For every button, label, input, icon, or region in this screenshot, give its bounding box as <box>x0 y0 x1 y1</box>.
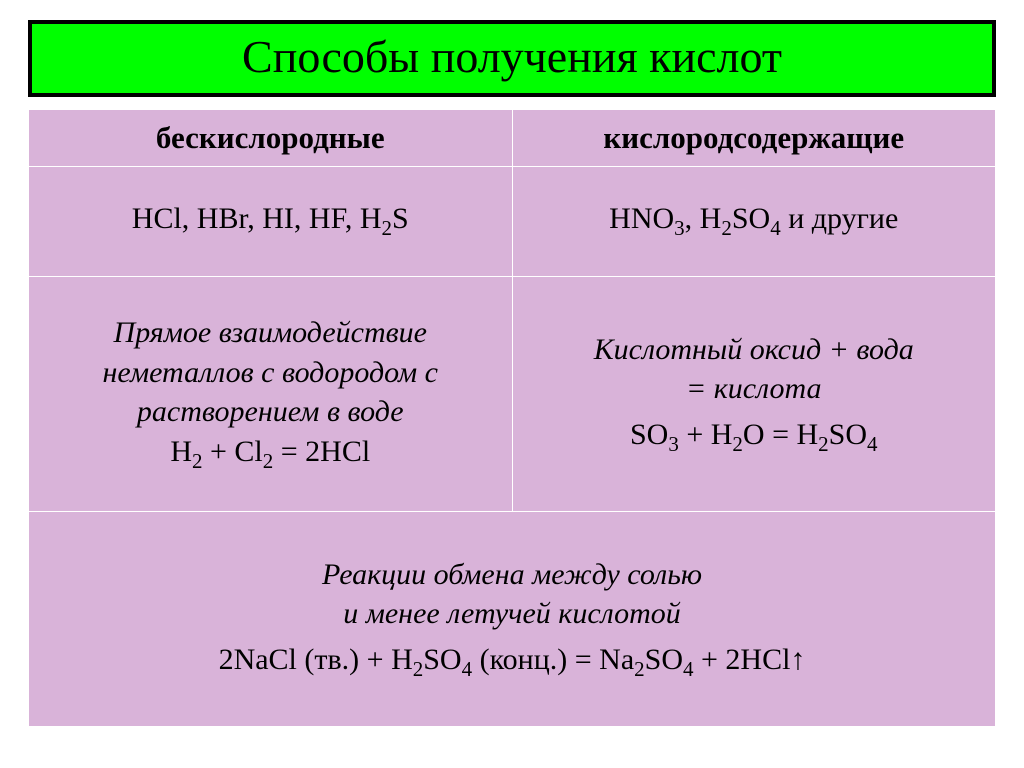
method-right-desc-2: = кислота <box>521 370 988 408</box>
method-right: Кислотный оксид + вода = кислота SO3 + H… <box>512 277 996 512</box>
header-right: кислородсодержащие <box>512 110 996 167</box>
examples-row: HCl, HBr, HI, HF, H2S HNO3, H2SO4 и друг… <box>29 167 996 277</box>
method-left-desc-2: неметаллов с водородом с <box>37 354 504 392</box>
footer-eq: 2NaCl (тв.) + H2SO4 (конц.) = Na2SO4 + 2… <box>37 641 987 682</box>
header-left: бескислородные <box>29 110 513 167</box>
method-left-desc-1: Прямое взаимодействие <box>37 314 504 352</box>
examples-left: HCl, HBr, HI, HF, H2S <box>29 167 513 277</box>
table-header-row: бескислородные кислородсодержащие <box>29 110 996 167</box>
footer-line2: и менее летучей кислотой <box>37 595 987 633</box>
method-left-eq: H2 + Cl2 = 2HCl <box>37 433 504 474</box>
method-right-desc-1: Кислотный оксид + вода <box>521 331 988 369</box>
footer-cell: Реакции обмена между солью и менее летуч… <box>29 512 996 727</box>
method-left-desc-3: растворением в воде <box>37 393 504 431</box>
content-table: бескислородные кислородсодержащие HCl, H… <box>28 109 996 727</box>
method-left: Прямое взаимодействие неметаллов с водор… <box>29 277 513 512</box>
slide-container: Способы получения кислот бескислородные … <box>0 0 1024 768</box>
method-right-eq: SO3 + H2O = H2SO4 <box>521 416 988 457</box>
methods-row: Прямое взаимодействие неметаллов с водор… <box>29 277 996 512</box>
slide-title-box: Способы получения кислот <box>28 20 996 97</box>
slide-title: Способы получения кислот <box>242 31 782 82</box>
examples-right: HNO3, H2SO4 и другие <box>512 167 996 277</box>
footer-row: Реакции обмена между солью и менее летуч… <box>29 512 996 727</box>
footer-line1: Реакции обмена между солью <box>37 556 987 594</box>
